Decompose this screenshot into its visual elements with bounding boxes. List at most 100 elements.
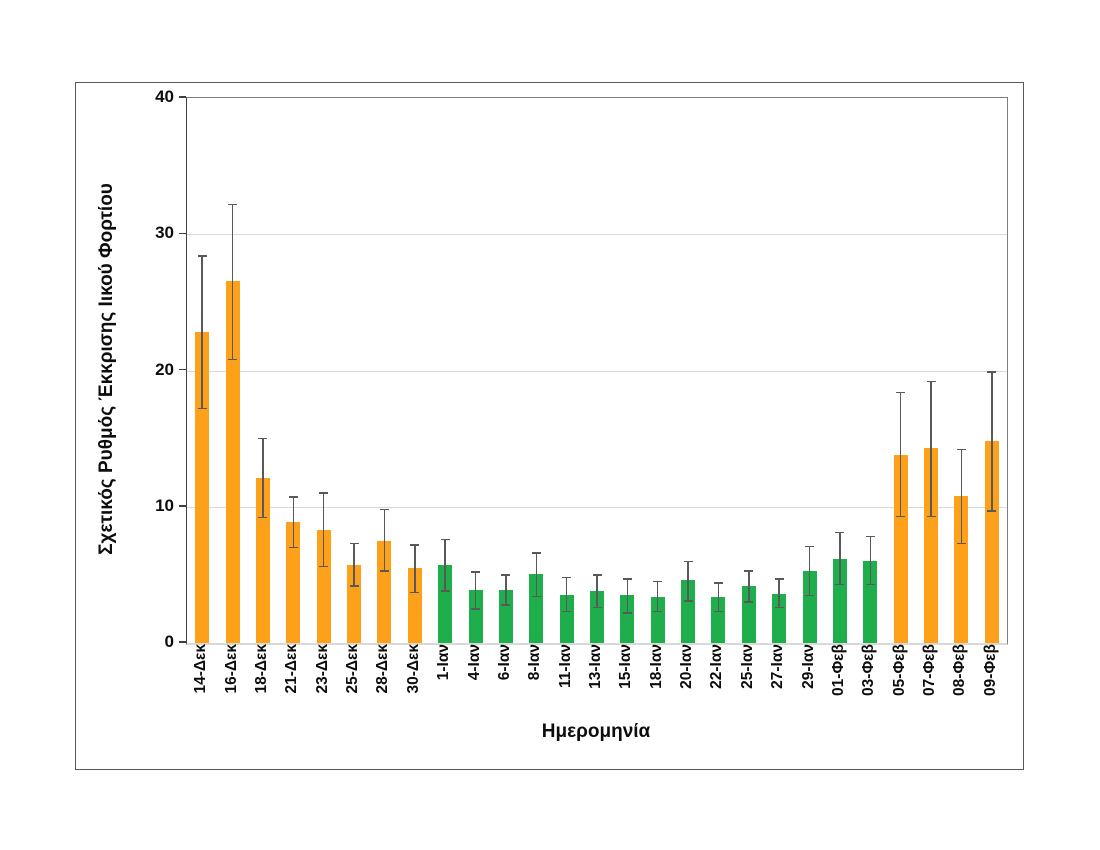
error-bar	[353, 543, 355, 586]
error-bar-cap-top	[228, 203, 238, 206]
error-bar-cap-top	[713, 582, 723, 584]
error-bar	[262, 438, 264, 518]
error-bar-cap-bottom	[622, 612, 632, 614]
error-bar-cap-top	[926, 380, 936, 383]
error-bar-cap-bottom	[592, 606, 602, 609]
error-bar-cap-bottom	[987, 510, 997, 512]
error-bar	[869, 536, 872, 585]
error-bar	[778, 578, 780, 608]
error-bar-cap-bottom	[197, 407, 207, 410]
bar	[954, 495, 969, 643]
bar	[347, 565, 362, 643]
bar	[377, 540, 392, 643]
error-bar-cap-bottom	[835, 583, 845, 586]
error-bar-cap-top	[805, 545, 815, 547]
bar	[407, 568, 422, 643]
error-bar	[899, 392, 902, 517]
error-bar-cap-bottom	[440, 590, 450, 592]
bar	[863, 561, 878, 643]
bar	[893, 454, 908, 643]
error-bar-cap-bottom	[926, 515, 936, 518]
error-bar-cap-top	[531, 552, 541, 554]
error-bar-cap-bottom	[319, 565, 329, 568]
bar	[559, 595, 574, 643]
error-bar-cap-bottom	[228, 358, 238, 361]
error-bar	[292, 497, 295, 548]
y-tick-label: 20	[155, 359, 174, 379]
error-bar	[505, 574, 507, 605]
error-bar	[565, 577, 568, 612]
error-bar-cap-top	[744, 570, 754, 572]
y-tick-label: 40	[155, 87, 174, 106]
error-bar-cap-bottom	[379, 570, 389, 572]
error-bar-cap-bottom	[744, 601, 754, 603]
error-bar	[656, 581, 659, 612]
error-bar-cap-top	[956, 448, 966, 451]
error-bar	[231, 204, 234, 360]
bar	[498, 589, 513, 643]
bar	[255, 478, 270, 643]
error-bar	[444, 539, 446, 592]
bar	[620, 595, 635, 643]
error-bar-cap-top	[592, 574, 602, 576]
chart-frame: Σχετικός Ρυθμός Έκκρισης Ιικού Φορτίου 0…	[75, 82, 1024, 770]
bar	[802, 570, 817, 643]
error-bar	[596, 574, 598, 608]
error-bar-cap-bottom	[896, 515, 906, 518]
bar	[924, 448, 939, 643]
error-bar-cap-bottom	[956, 542, 966, 545]
bar	[316, 529, 331, 643]
error-bar-cap-bottom	[865, 583, 875, 586]
bar	[832, 558, 847, 643]
error-bar-cap-top	[319, 492, 329, 494]
error-bar-cap-bottom	[562, 610, 572, 613]
error-bar-cap-top	[562, 576, 572, 579]
error-bar	[535, 553, 537, 597]
error-bar	[414, 544, 416, 593]
error-bar-cap-top	[288, 496, 298, 498]
error-bar-cap-bottom	[531, 595, 541, 598]
error-bar-cap-bottom	[349, 585, 359, 587]
bar	[590, 591, 604, 643]
error-bar-cap-bottom	[774, 606, 784, 609]
bar	[650, 596, 665, 643]
error-bar	[383, 509, 386, 571]
error-bar-cap-top	[653, 580, 663, 583]
error-bar	[322, 493, 325, 567]
error-bar	[474, 572, 477, 609]
gridline	[187, 506, 1007, 508]
y-tick-label: 10	[155, 495, 174, 515]
error-bar-cap-top	[835, 531, 845, 534]
x-axis-title: Ημερομηνία	[541, 721, 651, 742]
error-bar-cap-top	[410, 544, 420, 546]
y-tick-label: 0	[164, 632, 174, 651]
error-bar-cap-top	[987, 371, 997, 373]
error-bar	[748, 570, 750, 603]
bar	[468, 589, 483, 643]
error-bar-cap-top	[258, 437, 268, 440]
error-bar-cap-bottom	[471, 608, 481, 610]
error-bar-cap-top	[471, 571, 481, 573]
error-bar-cap-top	[197, 255, 207, 257]
error-bar	[930, 381, 932, 517]
error-bar	[687, 561, 689, 601]
gridline	[187, 370, 1007, 372]
error-bar-cap-bottom	[288, 546, 298, 549]
bar	[286, 521, 301, 643]
bar	[529, 573, 544, 643]
error-bar-cap-top	[349, 542, 359, 545]
y-tick-label: 30	[155, 223, 174, 243]
error-bar-cap-top	[896, 391, 906, 394]
bar	[984, 441, 999, 643]
error-bar-cap-top	[379, 508, 389, 511]
error-bar-cap-top	[501, 574, 511, 576]
y-axis-tick	[179, 232, 186, 234]
error-bar	[839, 532, 841, 585]
error-bar-cap-bottom	[805, 594, 815, 597]
gridline	[187, 234, 1007, 236]
error-bar	[808, 546, 811, 596]
error-bar	[960, 449, 963, 544]
error-bar-cap-top	[440, 538, 450, 541]
error-bar-cap-bottom	[683, 600, 693, 602]
bar	[195, 332, 210, 643]
